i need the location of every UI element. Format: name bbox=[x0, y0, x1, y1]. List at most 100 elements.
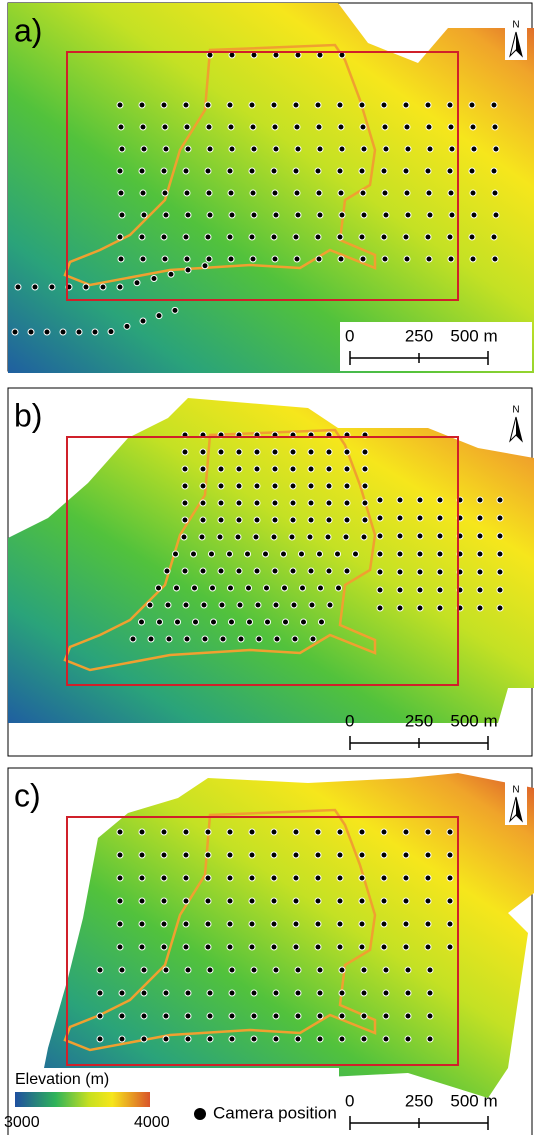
camera-position bbox=[263, 584, 270, 592]
camera-position bbox=[248, 874, 256, 882]
camera-position bbox=[496, 568, 504, 576]
camera-position bbox=[198, 533, 206, 541]
camera-position bbox=[253, 448, 261, 456]
camera-position bbox=[343, 567, 351, 575]
camera-position bbox=[382, 211, 390, 219]
camera-position bbox=[206, 966, 214, 974]
camera-position bbox=[338, 211, 346, 219]
camera-position bbox=[380, 101, 388, 109]
camera-position bbox=[228, 1012, 236, 1020]
camera-position bbox=[155, 312, 163, 320]
camera-position bbox=[314, 828, 322, 836]
camera-position bbox=[182, 897, 190, 905]
camera-position bbox=[402, 851, 410, 859]
camera-position bbox=[381, 123, 389, 131]
camera-position bbox=[314, 897, 322, 905]
camera-position bbox=[250, 1035, 258, 1043]
camera-position bbox=[96, 1012, 104, 1020]
camera-position bbox=[161, 123, 169, 131]
camera-position bbox=[343, 516, 351, 524]
camera-position bbox=[424, 920, 432, 928]
camera-position bbox=[199, 567, 207, 575]
camera-position bbox=[209, 584, 216, 592]
camera-position bbox=[162, 1012, 170, 1020]
camera-position bbox=[294, 145, 302, 153]
camera-position bbox=[416, 604, 424, 612]
camera-position bbox=[138, 851, 146, 859]
camera-position bbox=[416, 532, 424, 540]
camera-position bbox=[162, 1035, 170, 1043]
panel-label: b) bbox=[14, 397, 42, 433]
camera-position bbox=[59, 328, 67, 336]
camera-position bbox=[447, 123, 455, 131]
camera-position bbox=[360, 989, 368, 997]
camera-position bbox=[249, 189, 257, 197]
camera-position bbox=[316, 211, 324, 219]
camera-position bbox=[382, 145, 390, 153]
camera-position bbox=[140, 1012, 148, 1020]
camera-position bbox=[436, 604, 444, 612]
camera-position bbox=[292, 828, 300, 836]
camera-position bbox=[150, 275, 158, 282]
camera-position bbox=[492, 211, 500, 219]
camera-position bbox=[162, 989, 170, 997]
camera-position bbox=[116, 101, 124, 109]
camera-position bbox=[270, 167, 278, 175]
camera-position bbox=[476, 604, 484, 612]
camera-position bbox=[316, 966, 324, 974]
camera-position bbox=[116, 283, 124, 291]
camera-position bbox=[424, 874, 432, 882]
camera-position bbox=[123, 322, 131, 330]
camera-position bbox=[138, 101, 146, 109]
camera-position bbox=[416, 514, 424, 522]
camera-position bbox=[396, 568, 404, 576]
north-label: N bbox=[512, 405, 519, 416]
camera-position bbox=[118, 989, 126, 997]
camera-position bbox=[424, 851, 432, 859]
camera-position bbox=[228, 145, 236, 153]
north-arrow-fill bbox=[516, 797, 522, 821]
camera-position bbox=[160, 920, 168, 928]
camera-position bbox=[117, 189, 125, 197]
camera-position bbox=[490, 167, 498, 175]
camera-position bbox=[281, 584, 288, 592]
camera-position bbox=[217, 499, 225, 507]
camera-position bbox=[182, 874, 190, 882]
camera-position bbox=[160, 233, 168, 241]
camera-position bbox=[358, 101, 366, 109]
camera-position bbox=[270, 101, 278, 109]
camera-position bbox=[315, 123, 323, 131]
landslide-outline bbox=[63, 808, 377, 1052]
camera-position bbox=[206, 989, 214, 997]
camera-position bbox=[424, 101, 432, 109]
camera-position bbox=[205, 123, 213, 131]
camera-position bbox=[272, 1035, 280, 1043]
camera-position bbox=[27, 328, 35, 336]
camera-position bbox=[116, 943, 124, 951]
camera-position bbox=[358, 943, 366, 951]
camera-position bbox=[208, 550, 215, 558]
camera-position bbox=[314, 167, 322, 175]
camera-position bbox=[190, 550, 197, 558]
camera-position bbox=[270, 533, 278, 541]
camera-position bbox=[201, 635, 209, 643]
camera-position bbox=[491, 189, 499, 197]
camera-position bbox=[448, 145, 456, 153]
camera-position bbox=[446, 233, 454, 241]
camera-position bbox=[217, 448, 225, 456]
camera-position bbox=[300, 618, 307, 626]
camera-position bbox=[160, 851, 168, 859]
camera-position bbox=[436, 586, 444, 594]
scale-label: 250 bbox=[405, 711, 433, 730]
colorbar-min: 3000 bbox=[4, 1114, 40, 1131]
camera-position bbox=[294, 211, 302, 219]
camera-position bbox=[380, 920, 388, 928]
camera-position bbox=[326, 601, 334, 609]
scale-label: 500 m bbox=[450, 1091, 497, 1110]
camera-position bbox=[118, 1012, 126, 1020]
camera-position bbox=[380, 874, 388, 882]
camera-position bbox=[476, 586, 484, 594]
camera-position bbox=[402, 233, 410, 241]
camera-position bbox=[294, 966, 302, 974]
camera-position bbox=[358, 851, 366, 859]
